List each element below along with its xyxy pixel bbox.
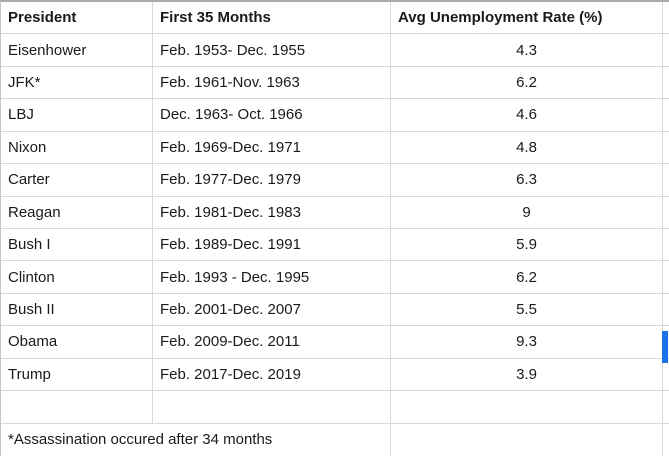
cell-period[interactable]: Feb. 2017-Dec. 2019 — [153, 358, 391, 392]
cell-rate[interactable]: 6.2 — [391, 261, 663, 294]
cell-rate[interactable]: 5.9 — [391, 228, 663, 262]
cell-president[interactable]: Reagan — [1, 196, 153, 229]
cell-period[interactable]: Feb. 1953- Dec. 1955 — [153, 34, 391, 67]
cell-president[interactable]: JFK* — [1, 66, 153, 100]
partial-next-column-cell — [663, 294, 669, 327]
cell-period[interactable]: Feb. 1981-Dec. 1983 — [153, 196, 391, 229]
cell-period[interactable]: Feb. 1989-Dec. 1991 — [153, 228, 391, 262]
cell-president[interactable]: Trump — [1, 358, 153, 392]
cell-rate[interactable]: 5.5 — [391, 293, 663, 327]
cell-period[interactable]: Feb. 2001-Dec. 2007 — [153, 293, 391, 327]
footnote-cell[interactable]: *Assassination occured after 34 months — [1, 423, 391, 456]
cell-president[interactable]: Eisenhower — [1, 34, 153, 67]
partial-next-column-cell — [663, 99, 669, 132]
column-header-rate[interactable]: Avg Unemployment Rate (%) — [391, 2, 663, 35]
cell-president[interactable]: Clinton — [1, 261, 153, 294]
cell-rate[interactable]: 9 — [391, 196, 663, 229]
partial-next-column-cell — [663, 67, 669, 100]
cell-rate[interactable]: 6.2 — [391, 66, 663, 100]
cell-rate[interactable]: 4.8 — [391, 131, 663, 165]
cell-president[interactable]: Nixon — [1, 131, 153, 165]
cell-period[interactable]: Dec. 1963- Oct. 1966 — [153, 99, 391, 132]
cell-rate[interactable]: 6.3 — [391, 164, 663, 197]
column-header-president[interactable]: President — [1, 2, 153, 35]
partial-next-column-cell — [663, 2, 669, 35]
cell-rate[interactable]: 4.3 — [391, 34, 663, 67]
partial-next-column-cell — [663, 391, 669, 424]
empty-cell[interactable] — [391, 391, 663, 424]
partial-next-column-cell — [663, 359, 669, 392]
cell-rate[interactable]: 3.9 — [391, 358, 663, 392]
cell-rate[interactable]: 9.3 — [391, 326, 663, 359]
partial-next-column-cell — [663, 164, 669, 197]
partial-next-column-cell — [663, 197, 669, 229]
partial-next-column-cell — [663, 229, 669, 262]
partial-next-column-cell — [663, 424, 669, 456]
partial-next-column-cell — [663, 132, 669, 165]
cell-rate[interactable]: 4.6 — [391, 99, 663, 132]
cell-president[interactable]: Carter — [1, 164, 153, 197]
cell-president[interactable]: Bush II — [1, 293, 153, 327]
cell-period[interactable]: Feb. 2009-Dec. 2011 — [153, 326, 391, 359]
partial-next-column-cell — [663, 34, 669, 67]
cell-period[interactable]: Feb. 1969-Dec. 1971 — [153, 131, 391, 165]
cell-president[interactable]: Obama — [1, 326, 153, 359]
column-header-period[interactable]: First 35 Months — [153, 2, 391, 35]
cell-period[interactable]: Feb. 1961-Nov. 1963 — [153, 66, 391, 100]
cell-president[interactable]: Bush I — [1, 228, 153, 262]
cell-period[interactable]: Feb. 1993 - Dec. 1995 — [153, 261, 391, 294]
cell-period[interactable]: Feb. 1977-Dec. 1979 — [153, 164, 391, 197]
empty-cell[interactable] — [391, 423, 663, 456]
partial-next-column-cell — [663, 261, 669, 294]
cell-president[interactable]: LBJ — [1, 99, 153, 132]
empty-cell[interactable] — [1, 391, 153, 424]
empty-cell[interactable] — [153, 391, 391, 424]
selection-handle[interactable] — [662, 331, 668, 363]
